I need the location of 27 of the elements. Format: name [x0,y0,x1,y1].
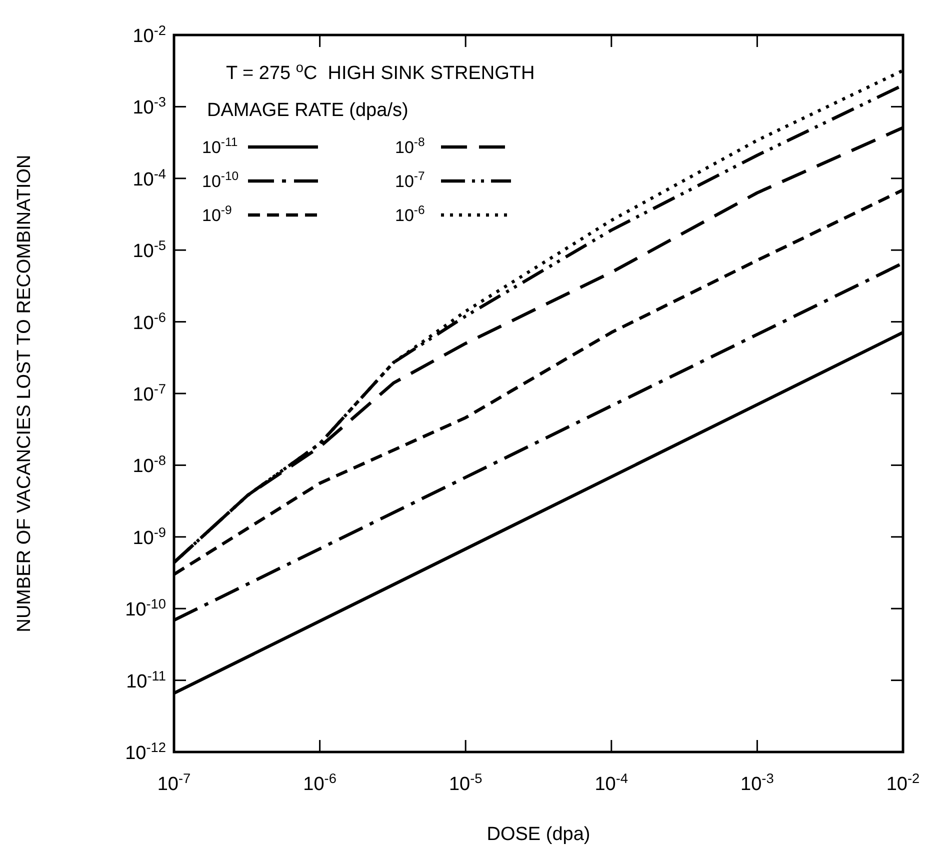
legend-label: 10$^{-11}$ [202,135,238,157]
x-tick-label: 10$^{-2}$ [886,770,920,795]
y-tick-label: 10$^{-7}$ [132,381,166,406]
y-axis-title: NUMBER OF VACANCIES LOST TO RECOMBINATION [14,154,35,632]
y-tick-label: 10$^{-11}$ [126,668,166,692]
legend-label: 10$^{-10}$ [202,169,239,191]
y-tick-label: 10$^{-4}$ [132,166,166,190]
legend-label: 10$^{-8}$ [395,135,425,157]
y-tick-label: 10$^{-6}$ [132,309,166,334]
x-tick-label: 10$^{-5}$ [448,770,483,795]
y-tick-label: 10$^{-8}$ [132,452,166,478]
legend-label: 10$^{-6}$ [395,203,425,225]
x-tick-label: 10$^{-7}$ [157,770,191,795]
x-tick-label: 10$^{-3}$ [740,770,774,795]
x-axis-title: DOSE (dpa) [486,824,590,845]
legend-label: 10$^{-7}$ [395,169,425,191]
text: T = 275 $^{o}$C HIGH SINK STRENGTH [226,60,535,84]
legend-label: 10$^{-9}$ [202,203,232,225]
y-tick-label: 10$^{-10}$ [125,596,166,621]
y-tick-label: 10$^{-9}$ [132,524,166,549]
x-tick-label: 10$^{-6}$ [303,770,336,795]
y-tick-label: 10$^{-2}$ [132,22,166,47]
x-tick-label: 10$^{-4}$ [594,770,628,795]
y-tick-label: 10$^{-5}$ [132,238,166,262]
y-tick-label: 10$^{-3}$ [132,94,166,119]
legend-title: DAMAGE RATE (dpa/s) [207,100,408,121]
y-tick-label: 10$^{-12}$ [125,740,166,764]
